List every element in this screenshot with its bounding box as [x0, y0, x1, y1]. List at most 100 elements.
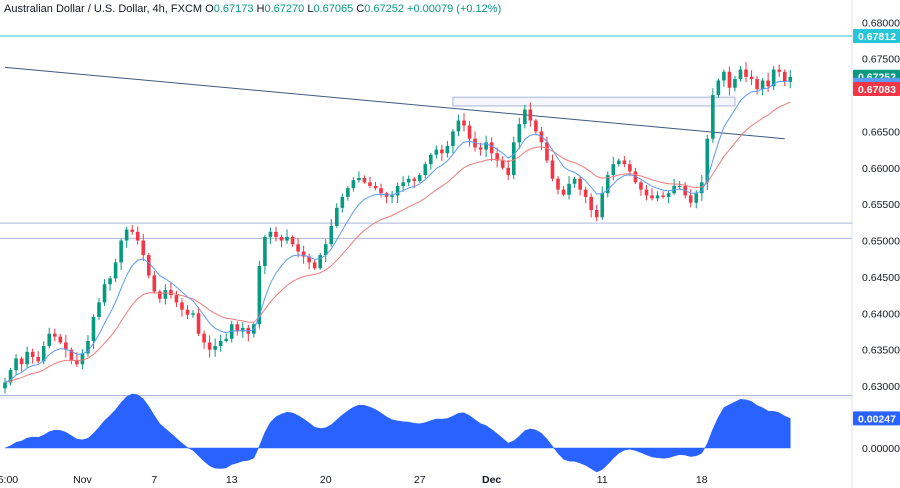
candle-body-11[interactable]: [64, 342, 68, 350]
candle-body-61[interactable]: [340, 196, 345, 208]
candle-body-98[interactable]: [545, 142, 549, 161]
candle-body-22[interactable]: [124, 229, 129, 241]
candle-body-68[interactable]: [379, 188, 383, 194]
candle-body-81[interactable]: [451, 131, 455, 146]
candle-body-24[interactable]: [135, 231, 140, 241]
candle-body-43[interactable]: [240, 327, 245, 332]
candle-body-37[interactable]: [207, 342, 212, 350]
candle-body-88[interactable]: [489, 142, 494, 154]
candle-body-105[interactable]: [583, 189, 588, 197]
candle-body-91[interactable]: [506, 167, 511, 176]
candle-body-54[interactable]: [301, 251, 306, 257]
candle-body-29[interactable]: [163, 290, 168, 299]
candle-body-89[interactable]: [495, 153, 499, 161]
candle-body-47[interactable]: [263, 236, 267, 267]
candle-body-82[interactable]: [456, 120, 461, 132]
candle-body-16[interactable]: [91, 316, 96, 341]
candle-body-78[interactable]: [434, 149, 439, 155]
candle-body-100[interactable]: [556, 178, 560, 190]
candle-body-52[interactable]: [290, 236, 295, 245]
candle-body-86[interactable]: [478, 147, 483, 150]
candle-body-71[interactable]: [395, 185, 400, 196]
candle-body-107[interactable]: [594, 210, 599, 218]
candle-body-1[interactable]: [8, 370, 13, 383]
candle-body-46[interactable]: [257, 266, 262, 325]
candle-body-79[interactable]: [440, 149, 444, 154]
candle-body-127[interactable]: [705, 138, 710, 183]
candle-body-35[interactable]: [196, 313, 201, 334]
candle-body-83[interactable]: [462, 120, 466, 126]
zone-rect[interactable]: [452, 96, 736, 107]
candle-body-95[interactable]: [528, 109, 533, 121]
candle-body-102[interactable]: [567, 183, 571, 195]
candle-body-34[interactable]: [191, 313, 195, 315]
candle-body-108[interactable]: [600, 193, 605, 218]
candle-body-48[interactable]: [268, 231, 273, 237]
candle-body-23[interactable]: [130, 229, 134, 232]
candle-body-76[interactable]: [423, 164, 428, 176]
price-axis[interactable]: 0.68000 0.67500 0.66500 0.66000 0.65500 0.650…: [853, 17, 900, 455]
candle-body-135[interactable]: [749, 76, 754, 80]
candle-body-117[interactable]: [650, 195, 654, 199]
trendline-line[interactable]: [4, 66, 785, 140]
candle-body-64[interactable]: [357, 177, 361, 181]
candle-body-87[interactable]: [484, 142, 488, 150]
candle-body-138[interactable]: [766, 80, 770, 87]
candle-body-97[interactable]: [539, 131, 544, 143]
candle-body-77[interactable]: [429, 154, 433, 165]
candle-body-6[interactable]: [36, 356, 40, 362]
trendline[interactable]: [4, 66, 785, 140]
candle-body-9[interactable]: [52, 333, 57, 337]
candle-body-94[interactable]: [523, 109, 527, 125]
candle-body-60[interactable]: [335, 207, 339, 227]
candle-body-96[interactable]: [534, 120, 538, 132]
candle-body-93[interactable]: [517, 124, 522, 143]
candle-body-67[interactable]: [373, 185, 378, 189]
candle-body-92[interactable]: [511, 142, 516, 176]
candle-body-122[interactable]: [677, 185, 682, 187]
candle-body-0[interactable]: [3, 382, 7, 389]
supply-zone[interactable]: [452, 96, 736, 107]
candle-body-111[interactable]: [617, 160, 621, 165]
candles[interactable]: [3, 62, 793, 394]
candle-body-114[interactable]: [633, 171, 638, 183]
candle-body-99[interactable]: [550, 160, 555, 179]
candle-body-115[interactable]: [639, 182, 643, 190]
candle-body-103[interactable]: [572, 178, 577, 184]
candle-body-84[interactable]: [467, 125, 472, 139]
candle-body-139[interactable]: [771, 69, 776, 87]
candle-body-42[interactable]: [235, 324, 240, 332]
candle-body-15[interactable]: [86, 340, 90, 354]
candle-body-109[interactable]: [605, 175, 610, 194]
candle-body-3[interactable]: [19, 358, 24, 365]
candle-body-73[interactable]: [406, 178, 411, 183]
candle-body-113[interactable]: [628, 164, 632, 172]
candle-body-40[interactable]: [224, 338, 228, 341]
candle-body-19[interactable]: [108, 278, 112, 285]
candle-body-55[interactable]: [307, 256, 311, 263]
candle-body-110[interactable]: [611, 164, 616, 176]
candle-body-28[interactable]: [158, 291, 162, 299]
candle-body-31[interactable]: [174, 295, 179, 303]
candle-body-57[interactable]: [318, 255, 323, 269]
candle-body-39[interactable]: [218, 340, 223, 347]
candle-body-124[interactable]: [688, 195, 693, 203]
candle-body-126[interactable]: [699, 182, 704, 194]
candle-body-125[interactable]: [694, 193, 699, 203]
candle-body-41[interactable]: [229, 324, 234, 339]
candle-body-13[interactable]: [75, 359, 79, 365]
candle-body-101[interactable]: [561, 189, 566, 195]
candle-body-128[interactable]: [711, 95, 715, 139]
candle-body-2[interactable]: [14, 358, 18, 371]
candle-body-133[interactable]: [738, 69, 743, 80]
candle-body-70[interactable]: [390, 195, 394, 197]
candle-body-53[interactable]: [296, 244, 300, 252]
candle-body-25[interactable]: [141, 240, 146, 256]
candle-body-33[interactable]: [185, 309, 190, 315]
candle-body-131[interactable]: [727, 71, 732, 88]
candle-body-136[interactable]: [755, 79, 759, 90]
candle-body-62[interactable]: [346, 188, 350, 197]
candle-body-80[interactable]: [445, 145, 450, 154]
candle-body-134[interactable]: [744, 69, 748, 77]
candle-body-119[interactable]: [661, 195, 665, 197]
